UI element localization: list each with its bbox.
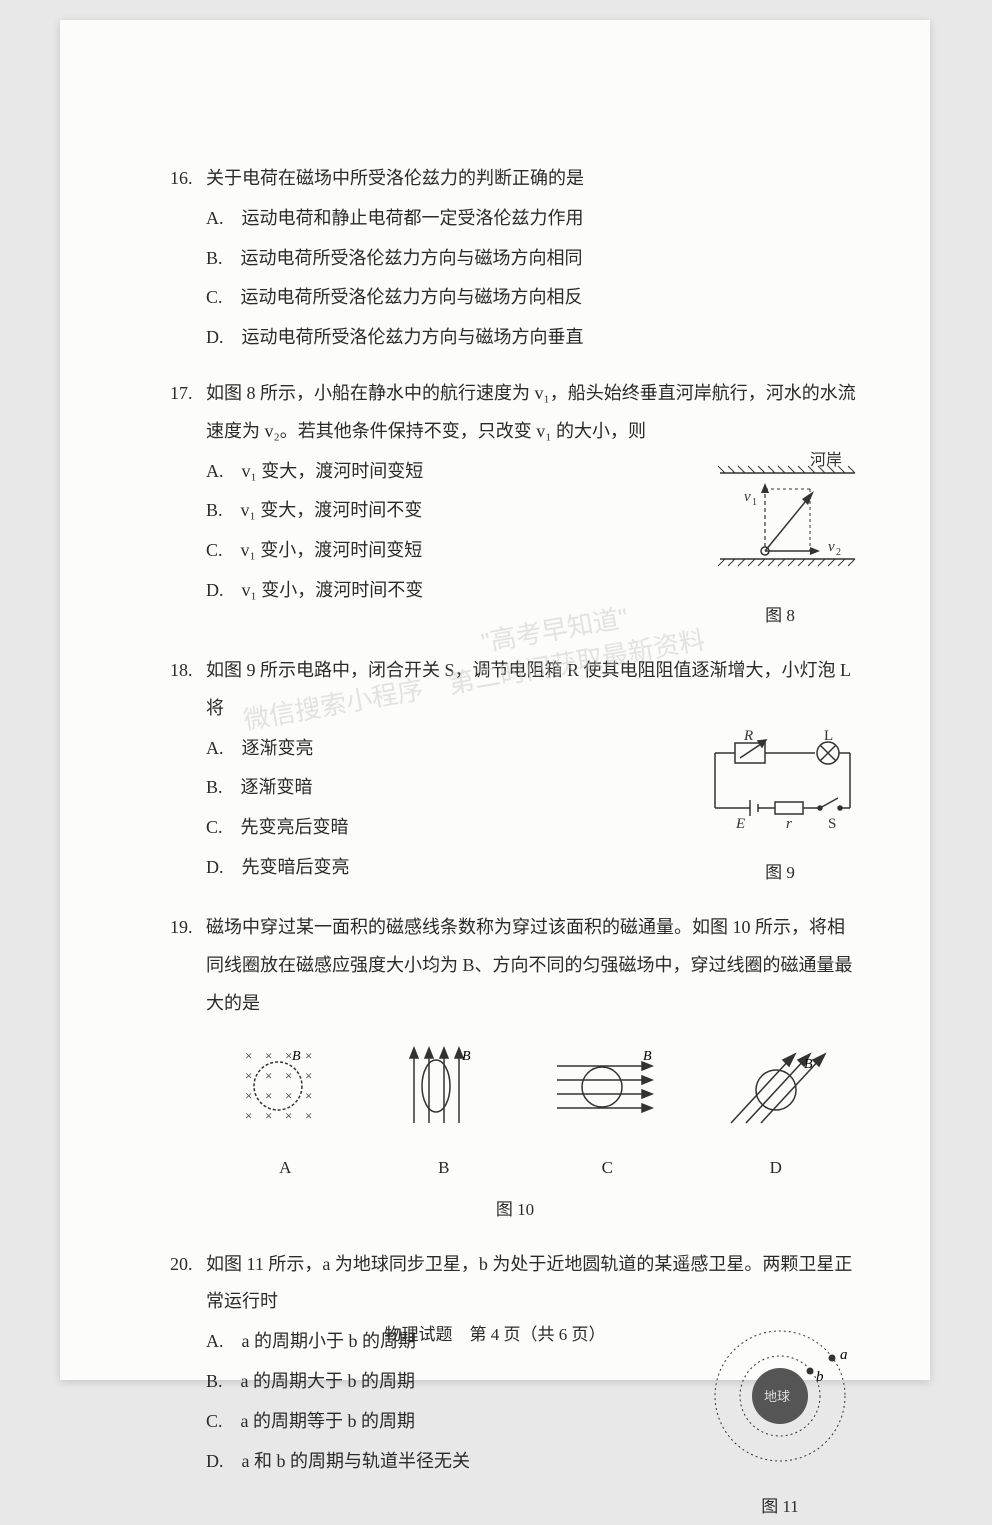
option-d: D. v₁ 变小，渡河时间不变 — [206, 572, 680, 610]
svg-text:×: × — [285, 1088, 292, 1103]
figure-10: ×××× ×××× ×××× ×××× B A — [170, 1038, 860, 1186]
svg-text:×: × — [285, 1108, 292, 1123]
svg-text:S: S — [828, 816, 836, 832]
option-b: B. v₁ 变大，渡河时间不变 — [206, 492, 680, 530]
svg-text:b: b — [816, 1369, 824, 1385]
svg-text:E: E — [735, 816, 745, 832]
question-17: 17. 如图 8 所示，小船在静水中的航行速度为 v₁，船头始终垂直河岸航行，河… — [170, 375, 860, 634]
question-16: 16. 关于电荷在磁场中所受洛伦兹力的判断正确的是 A. 运动电荷和静止电荷都一… — [170, 160, 860, 357]
figure-8: 河岸 — [700, 451, 860, 634]
svg-text:×: × — [265, 1088, 272, 1103]
option-c: C. 运动电荷所受洛伦兹力方向与磁场方向相反 — [206, 279, 860, 317]
svg-text:B: B — [292, 1049, 301, 1064]
svg-text:×: × — [245, 1068, 252, 1083]
svg-text:×: × — [265, 1048, 272, 1063]
question-20: 20. 如图 11 所示，a 为地球同步卫星，b 为处于近地圆轨道的某遥感卫星。… — [170, 1246, 860, 1525]
svg-text:r: r — [786, 816, 792, 832]
figure-caption: 图 8 — [700, 598, 860, 634]
figure-caption: 图 11 — [700, 1489, 860, 1525]
svg-text:R: R — [743, 728, 753, 744]
question-18: 18. 如图 9 所示电路中，闭合开关 S，调节电阻箱 R 使其电阻阻值逐渐增大… — [170, 652, 860, 891]
option-b: B. 逐渐变暗 — [206, 769, 680, 807]
option-b: B. 运动电荷所受洛伦兹力方向与磁场方向相同 — [206, 240, 860, 278]
option-a: A. 运动电荷和静止电荷都一定受洛伦兹力作用 — [206, 200, 860, 238]
q-number: 16. — [170, 160, 206, 198]
option-d: D. 运动电荷所受洛伦兹力方向与磁场方向垂直 — [206, 319, 860, 357]
question-19: 19. 磁场中穿过某一面积的磁感线条数称为穿过该面积的磁通量。如图 10 所示，… — [170, 909, 860, 1227]
option-a: A. v₁ 变大，渡河时间变短 — [206, 453, 680, 491]
svg-text:地球: 地球 — [764, 1389, 790, 1404]
svg-text:×: × — [305, 1088, 312, 1103]
svg-text:1: 1 — [752, 497, 757, 508]
page-footer: 物理试题 第 4 页（共 6 页） — [60, 1320, 930, 1345]
bank-label: 河岸 — [810, 451, 842, 469]
svg-text:×: × — [265, 1068, 272, 1083]
option-label: C — [547, 1150, 667, 1186]
svg-text:×: × — [245, 1088, 252, 1103]
svg-text:×: × — [305, 1068, 312, 1083]
option-d: D. a 和 b 的周期与轨道半径无关 — [206, 1443, 680, 1481]
q-stem-text: 如图 11 所示，a 为地球同步卫星，b 为处于近地圆轨道的某遥感卫星。两颗卫星… — [206, 1246, 860, 1322]
q-number: 19. — [170, 909, 206, 1022]
option-c: C. v₁ 变小，渡河时间变短 — [206, 532, 680, 570]
figure-caption: 图 10 — [170, 1192, 860, 1228]
svg-text:v: v — [744, 489, 751, 505]
svg-text:×: × — [285, 1068, 292, 1083]
svg-text:×: × — [265, 1108, 272, 1123]
svg-text:B: B — [462, 1049, 471, 1064]
svg-text:B: B — [804, 1057, 813, 1072]
q-stem-text: 磁场中穿过某一面积的磁感线条数称为穿过该面积的磁通量。如图 10 所示，将相同线… — [206, 909, 860, 1022]
option-d: D. 先变暗后变亮 — [206, 849, 680, 887]
option-label: A — [230, 1150, 340, 1186]
option-label: B — [389, 1150, 499, 1186]
q-stem-text: 如图 9 所示电路中，闭合开关 S，调节电阻箱 R 使其电阻阻值逐渐增大，小灯泡… — [206, 652, 860, 728]
svg-text:a: a — [840, 1347, 848, 1363]
svg-text:L: L — [824, 728, 833, 744]
svg-text:×: × — [305, 1048, 312, 1063]
option-a: A. 逐渐变亮 — [206, 730, 680, 768]
svg-text:×: × — [245, 1048, 252, 1063]
svg-text:2: 2 — [836, 547, 841, 558]
figure-9: R L E r S 图 9 — [700, 728, 860, 891]
q-stem-text: 如图 8 所示，小船在静水中的航行速度为 v₁，船头始终垂直河岸航行，河水的水流… — [206, 375, 860, 451]
svg-text:×: × — [245, 1108, 252, 1123]
exam-page: "高考早知道" 微信搜索小程序 第二时间获取最新资料 16. 关于电荷在磁场中所… — [60, 20, 930, 1380]
option-b: B. a 的周期大于 b 的周期 — [206, 1363, 680, 1401]
q-stem-text: 关于电荷在磁场中所受洛伦兹力的判断正确的是 — [206, 160, 860, 198]
figure-11: 地球 a b 图 11 — [700, 1321, 860, 1524]
option-c: C. a 的周期等于 b 的周期 — [206, 1403, 680, 1441]
option-label: D — [716, 1150, 836, 1186]
svg-text:×: × — [305, 1108, 312, 1123]
q-number: 17. — [170, 375, 206, 451]
figure-caption: 图 9 — [700, 855, 860, 891]
svg-text:B: B — [643, 1049, 652, 1064]
svg-text:v: v — [828, 539, 835, 555]
q-number: 18. — [170, 652, 206, 728]
q-number: 20. — [170, 1246, 206, 1322]
option-c: C. 先变亮后变暗 — [206, 809, 680, 847]
